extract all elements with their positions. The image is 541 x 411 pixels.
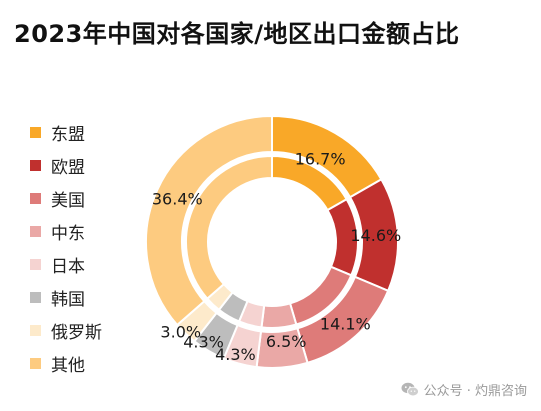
- legend-label: 日本: [51, 257, 85, 277]
- legend-item-japan: 日本: [30, 248, 102, 281]
- legend-swatch: [30, 358, 41, 369]
- legend-label: 东盟: [51, 125, 85, 145]
- data-labels: 16.7%14.6%14.1%6.5%4.3%4.3%3.0%36.4%: [152, 149, 401, 363]
- data-label-korea: 4.3%: [183, 333, 224, 352]
- data-label-usa: 14.1%: [320, 315, 371, 334]
- legend-swatch: [30, 292, 41, 303]
- legend-swatch: [30, 325, 41, 336]
- legend-label: 中东: [51, 224, 85, 244]
- legend: 东盟 欧盟 美国 中东 日本 韩国 俄罗斯 其他: [30, 116, 102, 380]
- wechat-icon: [401, 382, 419, 397]
- watermark-text: 公众号 · 灼鼎咨询: [423, 384, 527, 399]
- legend-label: 俄罗斯: [51, 323, 102, 343]
- legend-item-eu: 欧盟: [30, 149, 102, 182]
- legend-item-russia: 俄罗斯: [30, 314, 102, 347]
- legend-item-asean: 东盟: [30, 116, 102, 149]
- legend-item-usa: 美国: [30, 182, 102, 215]
- legend-label: 欧盟: [51, 158, 85, 178]
- legend-label: 美国: [51, 191, 85, 211]
- outer-ring: [145, 114, 399, 369]
- data-label-middle-east: 6.5%: [266, 332, 307, 351]
- outer-slice-other: [145, 114, 273, 327]
- legend-item-korea: 韩国: [30, 281, 102, 314]
- data-label-other: 36.4%: [152, 190, 203, 209]
- inner-slice-other: [185, 154, 273, 301]
- legend-label: 韩国: [51, 290, 85, 310]
- legend-swatch: [30, 160, 41, 171]
- data-label-eu: 14.6%: [350, 226, 401, 245]
- inner-slice-middle-east: [260, 302, 298, 329]
- legend-label: 其他: [51, 356, 85, 376]
- data-label-russia: 3.0%: [160, 323, 201, 342]
- legend-swatch: [30, 259, 41, 270]
- data-label-japan: 4.3%: [215, 345, 256, 364]
- data-label-asean: 16.7%: [295, 149, 346, 168]
- legend-swatch: [30, 226, 41, 237]
- chart-title: 2023年中国对各国家/地区出口金额占比: [14, 20, 460, 48]
- legend-item-other: 其他: [30, 347, 102, 380]
- inner-ring: [185, 154, 359, 329]
- watermark: 公众号 · 灼鼎咨询: [401, 380, 527, 399]
- legend-swatch: [30, 193, 41, 204]
- legend-item-middle-east: 中东: [30, 215, 102, 248]
- legend-swatch: [30, 127, 41, 138]
